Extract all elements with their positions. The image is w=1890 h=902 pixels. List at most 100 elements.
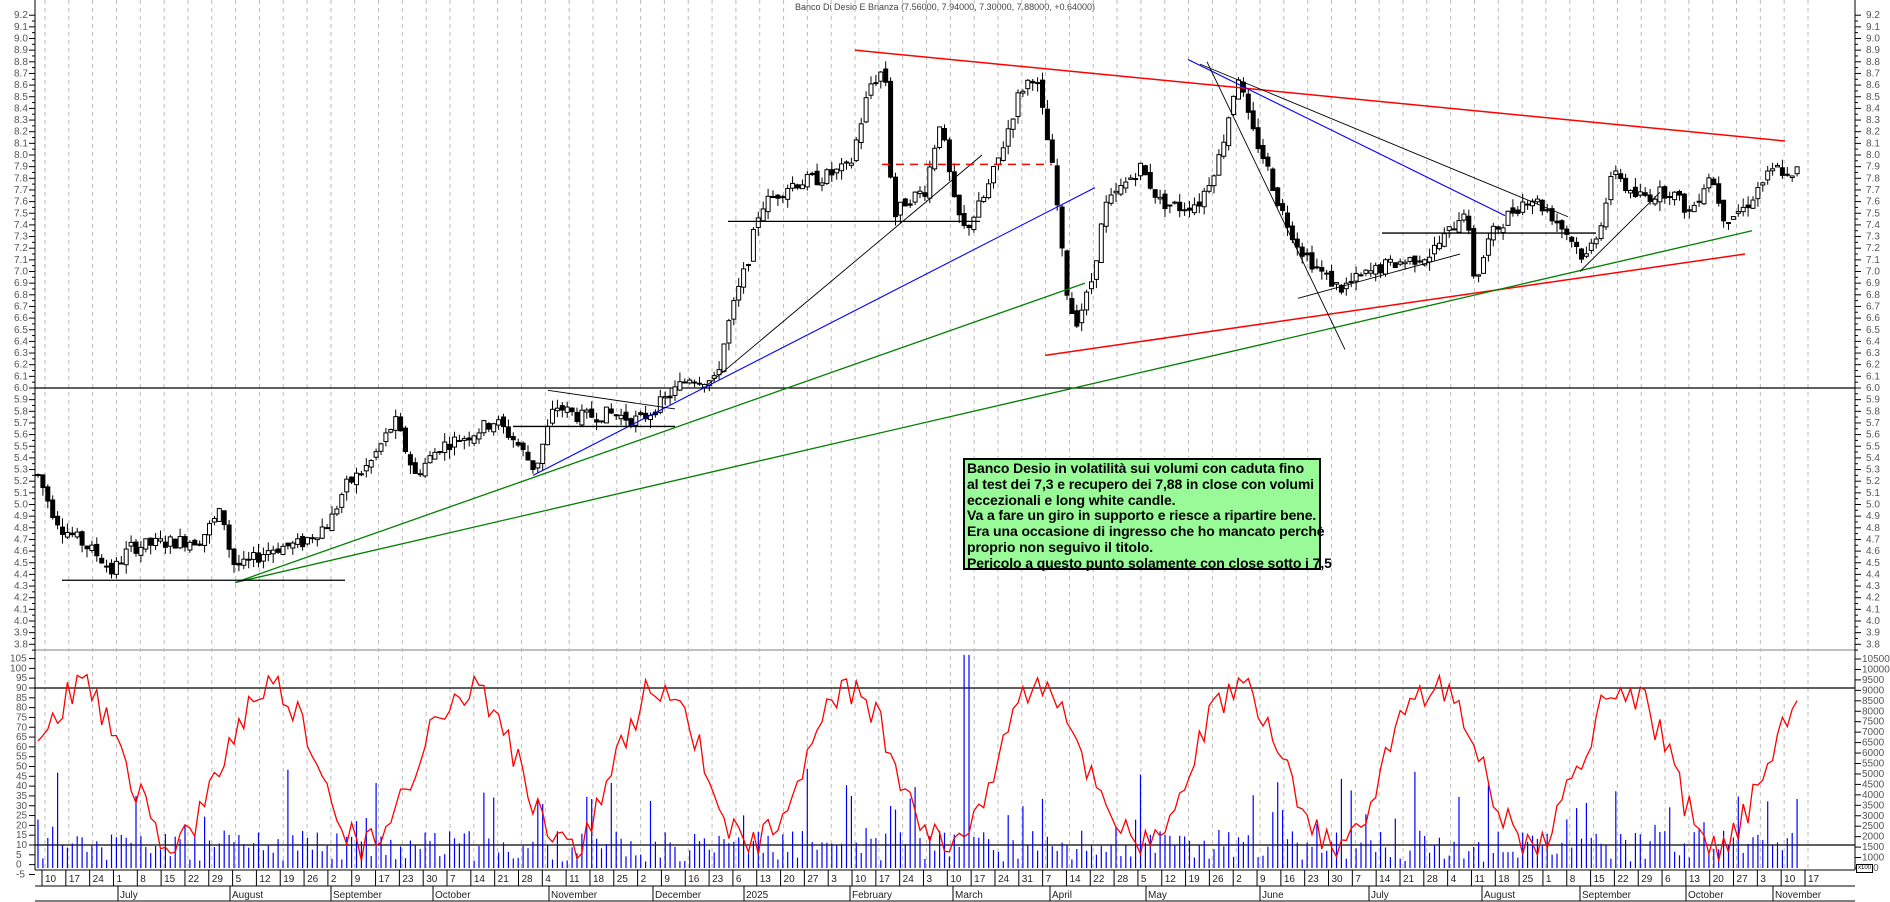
candle (496, 415, 502, 430)
candle (1059, 204, 1065, 257)
svg-text:8.7: 8.7 (1866, 68, 1880, 79)
svg-text:5.6: 5.6 (1866, 430, 1880, 441)
candle (1417, 255, 1423, 264)
candle (1044, 100, 1050, 141)
candle (417, 469, 423, 477)
svg-text:17: 17 (69, 874, 81, 885)
candle (1534, 195, 1540, 204)
svg-text:6500: 6500 (1862, 738, 1885, 749)
svg-text:7.1: 7.1 (14, 255, 28, 266)
svg-text:8.8: 8.8 (1866, 57, 1880, 68)
candle (1260, 138, 1266, 164)
candle (608, 403, 614, 415)
candle (221, 510, 227, 531)
candle (912, 191, 918, 206)
svg-text:7.4: 7.4 (1866, 220, 1880, 231)
candle (1113, 182, 1119, 202)
candle (1329, 264, 1335, 287)
candle (432, 448, 438, 460)
candle (295, 533, 301, 549)
candle (1427, 248, 1433, 271)
candle (1245, 88, 1251, 120)
candle (1618, 168, 1624, 183)
candle (1530, 198, 1535, 215)
svg-text:4.3: 4.3 (1866, 581, 1880, 592)
svg-text:9500: 9500 (1862, 675, 1885, 686)
candle (1280, 198, 1286, 216)
candle (1074, 304, 1080, 328)
candle (1735, 204, 1741, 217)
svg-text:5.0: 5.0 (14, 500, 28, 511)
candle (530, 460, 536, 474)
svg-text:6: 6 (1665, 874, 1671, 885)
svg-text:5.2: 5.2 (1866, 476, 1880, 487)
svg-text:8.1: 8.1 (1866, 138, 1880, 149)
candle (1794, 166, 1800, 177)
svg-text:10: 10 (16, 840, 28, 851)
candle (491, 422, 497, 436)
svg-text:17: 17 (379, 874, 391, 885)
candle (667, 388, 673, 405)
candle (839, 157, 845, 180)
svg-text:6.9: 6.9 (14, 278, 28, 289)
candle (932, 144, 938, 172)
candle (726, 318, 732, 351)
candle (403, 425, 408, 454)
candle (1481, 255, 1486, 274)
svg-text:29: 29 (212, 874, 224, 885)
svg-text:5.6: 5.6 (14, 430, 28, 441)
svg-text:7.7: 7.7 (1866, 185, 1880, 196)
svg-text:10: 10 (45, 874, 57, 885)
candle (60, 518, 65, 544)
candle (736, 277, 742, 307)
candle (814, 163, 820, 186)
svg-text:August: August (1484, 890, 1515, 901)
svg-text:9.0: 9.0 (1866, 34, 1880, 45)
candle (314, 537, 320, 547)
svg-text:6.3: 6.3 (14, 348, 28, 359)
candle (207, 520, 212, 544)
svg-text:26: 26 (307, 874, 319, 885)
candle (1201, 187, 1207, 215)
candle (461, 435, 467, 450)
candle (785, 184, 791, 208)
candle (1632, 178, 1638, 198)
candle (1098, 223, 1104, 264)
candle (711, 371, 717, 383)
candle (481, 419, 487, 437)
candle (853, 137, 859, 163)
svg-text:27: 27 (1737, 874, 1749, 885)
svg-text:3500: 3500 (1862, 800, 1885, 811)
candle (412, 457, 418, 474)
svg-text:8.2: 8.2 (1866, 127, 1880, 138)
svg-text:6.8: 6.8 (1866, 290, 1880, 301)
candle (89, 540, 95, 553)
svg-text:31: 31 (1022, 874, 1034, 885)
candle (260, 547, 266, 569)
candle (256, 543, 261, 568)
svg-text:105: 105 (10, 654, 27, 665)
svg-text:4.8: 4.8 (14, 523, 28, 534)
svg-text:18: 18 (593, 874, 605, 885)
svg-text:11: 11 (1474, 874, 1485, 885)
candle (1657, 180, 1663, 212)
candle (1559, 219, 1565, 239)
svg-text:7.2: 7.2 (14, 243, 28, 254)
candle (319, 518, 325, 540)
candle (1432, 236, 1437, 261)
candle (251, 546, 257, 568)
svg-text:5.5: 5.5 (14, 441, 28, 452)
svg-text:0: 0 (16, 860, 22, 871)
svg-text:4.9: 4.9 (14, 511, 28, 522)
candle (599, 420, 604, 424)
candle (270, 545, 276, 564)
svg-text:3.9: 3.9 (1866, 628, 1880, 639)
svg-text:16: 16 (688, 874, 700, 885)
svg-text:6.2: 6.2 (1866, 360, 1880, 371)
candle (368, 459, 374, 474)
candle (226, 519, 232, 558)
candle (863, 91, 869, 124)
candle (1750, 196, 1756, 209)
candle (456, 434, 462, 442)
candle (1412, 255, 1418, 273)
